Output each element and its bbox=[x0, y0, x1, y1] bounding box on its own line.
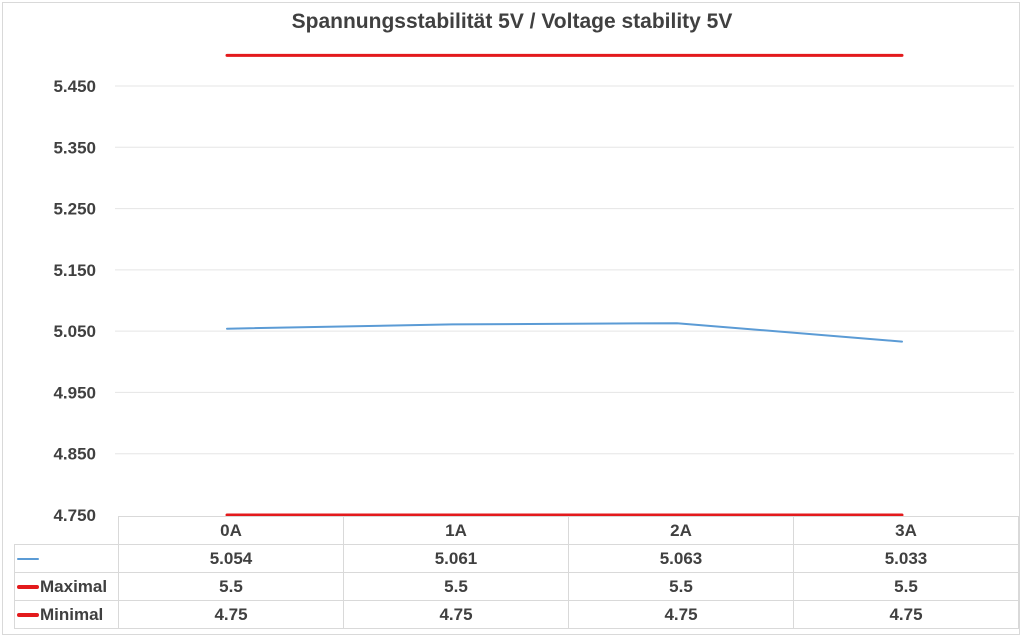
data-label: 4.75 bbox=[793, 600, 1019, 629]
legend-key-measured bbox=[17, 558, 39, 561]
data-table: 0A 1A 2A 3A 5.054 5.061 5.063 5.033 Maxi… bbox=[14, 516, 1019, 629]
data-label: 5.063 bbox=[568, 544, 794, 573]
data-label: 4.75 bbox=[118, 600, 344, 629]
y-tick-label: 5.450 bbox=[53, 77, 96, 96]
data-label: 5.5 bbox=[118, 572, 344, 601]
series-line-measured bbox=[226, 322, 903, 343]
series-key-cell: Minimal bbox=[14, 600, 119, 629]
y-tick-label: 5.150 bbox=[53, 261, 96, 280]
table-row-minimal: Minimal 4.75 4.75 4.75 4.75 bbox=[14, 600, 1019, 629]
y-tick-label: 4.850 bbox=[53, 445, 96, 464]
series-key-cell bbox=[14, 544, 119, 573]
category-label: 1A bbox=[343, 516, 569, 545]
series-name: Minimal bbox=[40, 604, 104, 624]
gridlines bbox=[115, 85, 1014, 455]
table-header-row: 0A 1A 2A 3A bbox=[14, 516, 1019, 545]
category-label: 2A bbox=[568, 516, 794, 545]
data-label: 5.5 bbox=[343, 572, 569, 601]
data-label: 4.75 bbox=[343, 600, 569, 629]
table-row-maximal: Maximal 5.5 5.5 5.5 5.5 bbox=[14, 572, 1019, 601]
y-tick-label: 4.950 bbox=[53, 383, 96, 402]
category-label: 3A bbox=[793, 516, 1019, 545]
data-label: 5.054 bbox=[118, 544, 344, 573]
legend-key-maximal bbox=[17, 585, 39, 590]
series-key-cell: Maximal bbox=[14, 572, 119, 601]
table-corner bbox=[14, 516, 119, 545]
legend-key-minimal bbox=[17, 613, 39, 618]
chart-title: Spannungsstabilität 5V / Voltage stabili… bbox=[291, 10, 733, 33]
y-tick-label: 5.050 bbox=[53, 322, 96, 341]
data-label: 5.061 bbox=[343, 544, 569, 573]
y-tick-label: 5.350 bbox=[53, 138, 96, 157]
series-lines bbox=[225, 53, 904, 517]
series-name: Maximal bbox=[40, 576, 108, 596]
data-label: 5.033 bbox=[793, 544, 1019, 573]
data-label: 5.5 bbox=[568, 572, 794, 601]
category-label: 0A bbox=[118, 516, 344, 545]
data-label: 4.75 bbox=[568, 600, 794, 629]
table-row-measured: 5.054 5.061 5.063 5.033 bbox=[14, 544, 1019, 573]
data-label: 5.5 bbox=[793, 572, 1019, 601]
y-tick-label: 5.250 bbox=[53, 200, 96, 219]
